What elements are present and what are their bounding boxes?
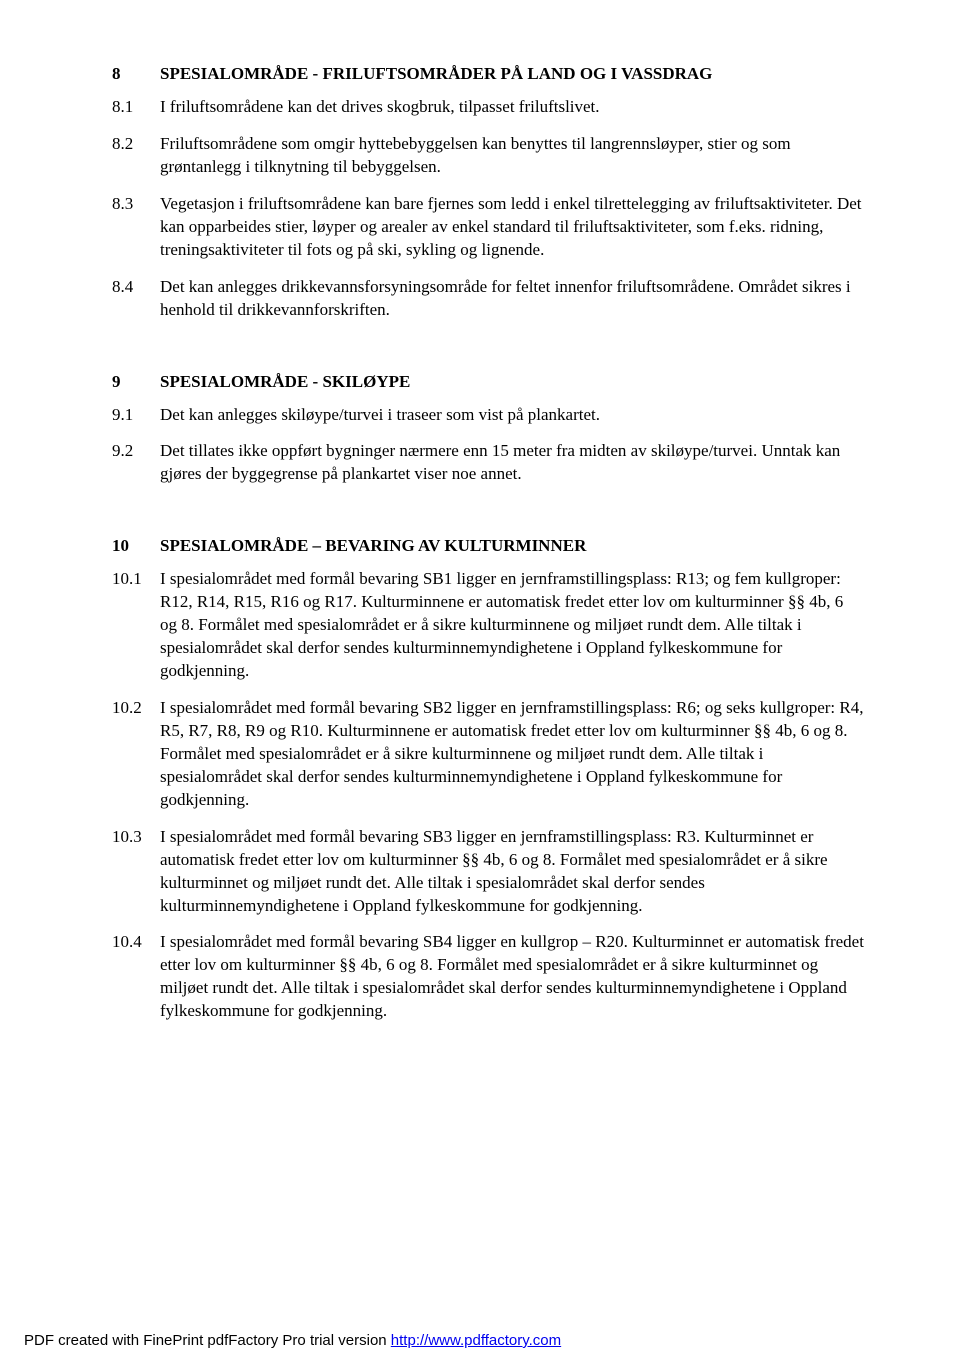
clause-10-1-num: 10.1	[112, 568, 160, 683]
clause-10-3-num: 10.3	[112, 826, 160, 918]
section-10-heading: 10 SPESIALOMRÅDE – BEVARING AV KULTURMIN…	[112, 536, 864, 556]
clause-8-3-num: 8.3	[112, 193, 160, 262]
document-page: 8 SPESIALOMRÅDE - FRILUFTSOMRÅDER PÅ LAN…	[0, 0, 960, 1367]
clause-8-4-num: 8.4	[112, 276, 160, 322]
clause-8-3-text: Vegetasjon i friluftsområdene kan bare f…	[160, 193, 864, 262]
clause-9-2: 9.2 Det tillates ikke oppført bygninger …	[112, 440, 864, 486]
clause-8-1: 8.1 I friluftsområdene kan det drives sk…	[112, 96, 864, 119]
pdf-footer-prefix: PDF created with FinePrint pdfFactory Pr…	[24, 1332, 391, 1349]
clause-10-2-num: 10.2	[112, 697, 160, 812]
clause-9-1-text: Det kan anlegges skiløype/turvei i trase…	[160, 404, 864, 427]
clause-8-2: 8.2 Friluftsområdene som omgir hyttebeby…	[112, 133, 864, 179]
clause-10-3: 10.3 I spesialområdet med formål bevarin…	[112, 826, 864, 918]
clause-8-2-text: Friluftsområdene som omgir hyttebebyggel…	[160, 133, 864, 179]
section-8-num: 8	[112, 64, 160, 84]
clause-10-4: 10.4 I spesialområdet med formål bevarin…	[112, 931, 864, 1023]
clause-10-2-text: I spesialområdet med formål bevaring SB2…	[160, 697, 864, 812]
clause-10-4-num: 10.4	[112, 931, 160, 1023]
section-9-heading: 9 SPESIALOMRÅDE - SKILØYPE	[112, 372, 864, 392]
section-8-title: SPESIALOMRÅDE - FRILUFTSOMRÅDER PÅ LAND …	[160, 64, 712, 84]
clause-8-1-num: 8.1	[112, 96, 160, 119]
clause-8-4: 8.4 Det kan anlegges drikkevannsforsynin…	[112, 276, 864, 322]
section-8-heading: 8 SPESIALOMRÅDE - FRILUFTSOMRÅDER PÅ LAN…	[112, 64, 864, 84]
clause-9-1: 9.1 Det kan anlegges skiløype/turvei i t…	[112, 404, 864, 427]
clause-10-1: 10.1 I spesialområdet med formål bevarin…	[112, 568, 864, 683]
clause-8-1-text: I friluftsområdene kan det drives skogbr…	[160, 96, 864, 119]
clause-10-2: 10.2 I spesialområdet med formål bevarin…	[112, 697, 864, 812]
clause-10-3-text: I spesialområdet med formål bevaring SB3…	[160, 826, 864, 918]
clause-9-1-num: 9.1	[112, 404, 160, 427]
section-10-num: 10	[112, 536, 160, 556]
section-10-title: SPESIALOMRÅDE – BEVARING AV KULTURMINNER	[160, 536, 586, 556]
section-9-title: SPESIALOMRÅDE - SKILØYPE	[160, 372, 410, 392]
clause-10-1-text: I spesialområdet med formål bevaring SB1…	[160, 568, 864, 683]
clause-8-2-num: 8.2	[112, 133, 160, 179]
pdf-footer: PDF created with FinePrint pdfFactory Pr…	[24, 1332, 561, 1349]
clause-9-2-num: 9.2	[112, 440, 160, 486]
clause-8-3: 8.3 Vegetasjon i friluftsområdene kan ba…	[112, 193, 864, 262]
clause-9-2-text: Det tillates ikke oppført bygninger nærm…	[160, 440, 864, 486]
pdf-factory-link[interactable]: http://www.pdffactory.com	[391, 1332, 561, 1349]
clause-8-4-text: Det kan anlegges drikkevannsforsyningsom…	[160, 276, 864, 322]
clause-10-4-text: I spesialområdet med formål bevaring SB4…	[160, 931, 864, 1023]
section-9-num: 9	[112, 372, 160, 392]
